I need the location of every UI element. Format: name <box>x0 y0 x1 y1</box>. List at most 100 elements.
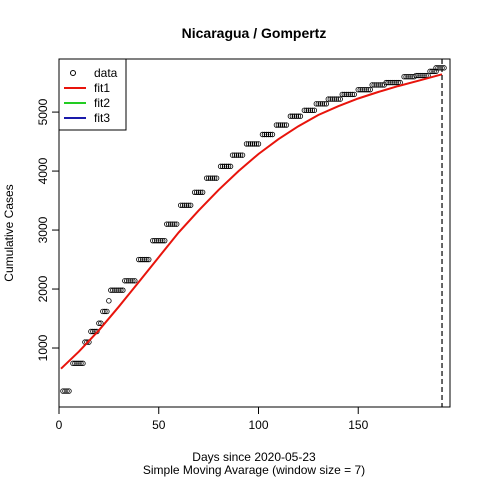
data-point <box>219 163 226 170</box>
data-point <box>305 107 312 114</box>
data-point <box>100 308 106 315</box>
data-point <box>166 221 172 227</box>
data-point <box>74 360 80 367</box>
data-point <box>263 131 270 138</box>
data-point <box>114 287 120 293</box>
data-point <box>267 131 274 138</box>
data-point <box>251 141 258 147</box>
data-point <box>168 221 174 227</box>
data-point <box>281 122 288 128</box>
data-point <box>90 328 96 335</box>
data-point <box>319 101 326 107</box>
data-point <box>323 101 330 107</box>
data-point <box>419 72 425 79</box>
data-point <box>132 278 138 284</box>
data-point <box>203 175 210 181</box>
x-tick-label: 50 <box>152 418 166 432</box>
data-point <box>417 72 423 79</box>
data-point <box>229 152 236 158</box>
data-point <box>333 96 339 102</box>
y-tick-label: 1000 <box>36 334 50 361</box>
data-point <box>325 96 332 102</box>
data-point <box>177 202 184 208</box>
data-point <box>265 131 272 138</box>
data-point <box>193 189 200 196</box>
data-point <box>361 86 367 93</box>
data-point <box>144 256 150 263</box>
data-point <box>383 79 389 86</box>
data-point <box>379 82 385 88</box>
data-point <box>128 278 134 284</box>
data-point <box>104 308 110 315</box>
data-point <box>385 79 391 86</box>
data-point <box>301 107 308 114</box>
data-point <box>225 163 232 170</box>
x-tick-label: 100 <box>248 418 268 432</box>
data-point <box>183 202 190 208</box>
data-point <box>287 113 294 119</box>
y-tick-label: 5000 <box>36 98 50 125</box>
data-point <box>279 122 286 128</box>
data-point <box>415 72 421 79</box>
data-point <box>120 287 126 293</box>
data-point <box>297 113 304 119</box>
data-point <box>429 68 435 75</box>
data-point <box>72 360 78 367</box>
data-point <box>217 163 224 170</box>
data-point <box>195 189 202 196</box>
data-point <box>331 96 337 102</box>
x-axis-label: Days since 2020-05-23 <box>192 450 316 464</box>
chart-title: Nicaragua / Gompertz <box>182 25 327 41</box>
data-point <box>213 175 220 181</box>
legend-fit1-label: fit1 <box>94 81 110 95</box>
data-point <box>197 189 204 196</box>
data-point <box>367 86 373 93</box>
data-point <box>293 113 300 119</box>
data-point <box>108 287 114 293</box>
data-point <box>140 256 146 263</box>
data-point <box>387 79 393 86</box>
data-point <box>158 237 164 244</box>
data-point <box>231 152 238 158</box>
y-tick-label: 3000 <box>36 216 50 243</box>
data-point <box>98 320 104 326</box>
data-point <box>389 79 395 86</box>
data-point <box>377 82 383 88</box>
data-point <box>181 202 188 208</box>
data-point <box>403 73 409 80</box>
data-point <box>136 256 142 263</box>
data-point <box>142 256 148 263</box>
data-point <box>375 82 381 88</box>
data-point <box>347 91 353 98</box>
data-point <box>126 278 132 284</box>
data-point <box>277 122 284 128</box>
data-point <box>255 141 262 147</box>
chart-subtitle: Simple Moving Avarage (window size = 7) <box>143 463 365 477</box>
data-point <box>393 79 399 86</box>
data-point <box>269 131 276 138</box>
x-tick-label: 150 <box>348 418 368 432</box>
data-point <box>207 175 214 181</box>
fit1-line <box>60 73 443 370</box>
data-point <box>64 388 70 394</box>
data-point <box>187 202 194 208</box>
data-point <box>345 91 351 98</box>
data-point <box>130 278 136 284</box>
data-point <box>289 113 296 119</box>
data-point <box>112 287 118 293</box>
data-point <box>106 298 112 304</box>
data-point <box>239 152 246 158</box>
data-point <box>283 122 290 128</box>
data-point <box>273 122 280 128</box>
x-tick-label: 0 <box>56 418 63 432</box>
data-point <box>138 256 144 263</box>
data-point <box>170 221 176 227</box>
data-point <box>172 221 178 227</box>
data-point <box>335 96 341 102</box>
data-point <box>154 237 160 244</box>
data-point <box>233 152 240 158</box>
data-point <box>102 308 108 315</box>
data-point <box>122 278 128 284</box>
data-point <box>339 91 345 98</box>
data-point <box>179 202 186 208</box>
